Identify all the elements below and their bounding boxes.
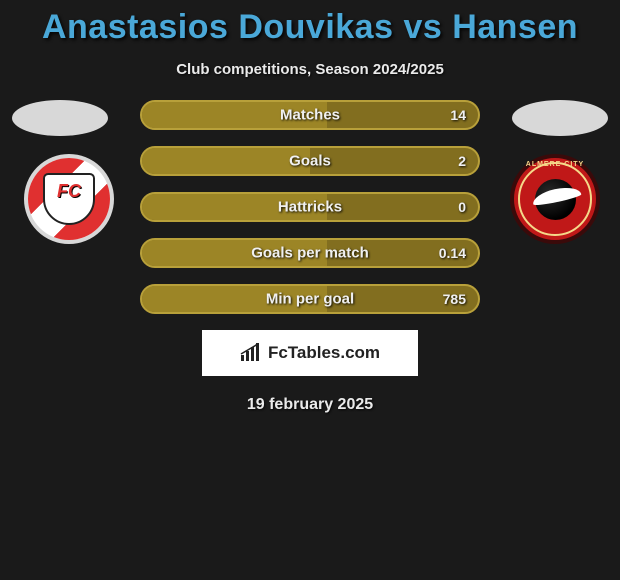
stat-bar: Matches 14 <box>140 100 480 130</box>
utrecht-badge-text: FC <box>28 181 110 202</box>
stat-label: Hattricks <box>142 199 478 216</box>
stat-value: 0 <box>458 199 466 215</box>
page-title: Anastasios Douvikas vs Hansen <box>0 0 620 47</box>
bar-chart-icon <box>240 343 262 363</box>
subtitle: Club competitions, Season 2024/2025 <box>0 61 620 78</box>
stat-value: 785 <box>443 291 466 307</box>
club-badge-right: ALMERE CITY <box>510 154 600 244</box>
stat-label: Goals per match <box>142 245 478 262</box>
stat-label: Min per goal <box>142 291 478 308</box>
brand-box[interactable]: FcTables.com <box>202 330 418 376</box>
comparison-area: FC ALMERE CITY Matches 14 Goals 2 Hattri… <box>0 100 620 314</box>
stat-value: 2 <box>458 153 466 169</box>
date-text: 19 february 2025 <box>0 396 620 414</box>
stat-label: Goals <box>142 153 478 170</box>
player-avatar-right <box>512 100 608 136</box>
brand-text: FcTables.com <box>268 343 380 363</box>
stat-bar: Goals 2 <box>140 146 480 176</box>
player-avatar-left <box>12 100 108 136</box>
stat-label: Matches <box>142 107 478 124</box>
stat-bar: Goals per match 0.14 <box>140 238 480 268</box>
stat-bar: Min per goal 785 <box>140 284 480 314</box>
stat-bar: Hattricks 0 <box>140 192 480 222</box>
stat-value: 14 <box>450 107 466 123</box>
stat-bars: Matches 14 Goals 2 Hattricks 0 Goals per… <box>140 100 480 314</box>
stat-value: 0.14 <box>439 245 466 261</box>
almere-badge-text: ALMERE CITY <box>514 161 596 168</box>
club-badge-left: FC <box>24 154 114 244</box>
